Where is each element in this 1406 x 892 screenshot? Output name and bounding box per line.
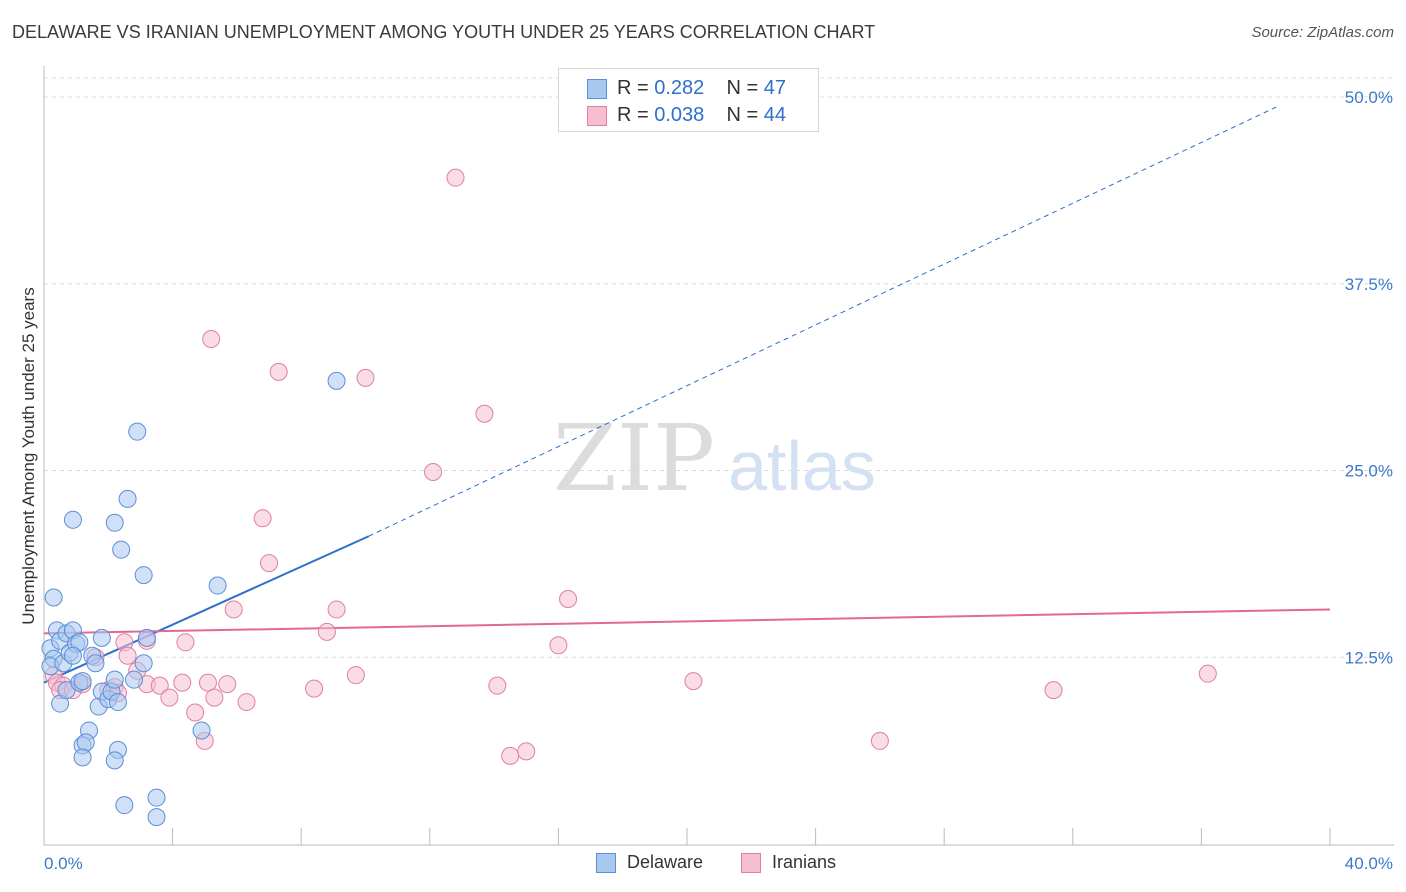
iranians-point (160, 688, 179, 707)
r-value: 0.038 (654, 104, 705, 126)
n-value: 47 (763, 77, 787, 99)
iranians-point (260, 554, 279, 573)
delaware-point (134, 654, 153, 673)
delaware-point (137, 628, 156, 647)
iranians-point (1044, 681, 1063, 700)
delaware-point (108, 693, 127, 712)
delaware-point (115, 796, 134, 815)
delaware-point (327, 371, 346, 390)
iranians-point (501, 746, 520, 765)
watermark-zip: ZIP (553, 405, 715, 512)
delaware-point (112, 540, 131, 559)
iranians-point (517, 742, 536, 761)
iranians-point (424, 462, 443, 481)
n-label: N = (726, 77, 759, 99)
iranians-point (488, 676, 507, 695)
legend-label-iranians: Iranians (772, 852, 837, 872)
iranians-point (684, 672, 703, 691)
delaware-swatch (587, 79, 607, 99)
delaware-point (208, 576, 227, 595)
y-tick-label: 50.0% (1345, 88, 1393, 107)
r-label: R = (617, 77, 649, 99)
delaware-point (105, 751, 124, 770)
iranians-point (870, 731, 889, 750)
iranians-point (205, 688, 224, 707)
iranians-point (305, 679, 324, 698)
delaware-point (128, 422, 147, 441)
iranians-point (173, 673, 192, 692)
iranians-point (202, 330, 221, 349)
series-legend: Delaware Iranians (0, 852, 1406, 878)
n-value: 44 (763, 104, 787, 126)
delaware-trend-extension (368, 105, 1279, 537)
iranians-point (176, 633, 195, 652)
iranians-swatch (741, 853, 761, 873)
iranians-point (446, 168, 465, 187)
stats-legend: R = 0.282 N = 47 R = 0.038 N = 44 (558, 68, 819, 132)
iranians-swatch (587, 106, 607, 126)
y-tick-label: 25.0% (1345, 462, 1393, 481)
iranians-point (475, 404, 494, 423)
source-label: Source: ZipAtlas.com (1251, 24, 1394, 41)
iranians-trend-line (43, 608, 1331, 635)
iranians-point (317, 622, 336, 641)
y-tick-label: 12.5% (1345, 648, 1393, 667)
r-value: 0.282 (654, 77, 705, 99)
delaware-point (73, 672, 92, 691)
delaware-point (125, 670, 144, 689)
n-label: N = (726, 104, 759, 126)
delaware-point (44, 588, 63, 607)
chart-title: DELAWARE VS IRANIAN UNEMPLOYMENT AMONG Y… (12, 22, 876, 42)
iranians-point (269, 362, 288, 381)
watermark-atlas: atlas (728, 427, 876, 505)
iranians-point (118, 646, 137, 665)
iranians-point (356, 368, 375, 387)
delaware-point (147, 788, 166, 807)
delaware-point (86, 654, 105, 673)
y-tick-label: 37.5% (1345, 275, 1393, 294)
watermark: ZIP atlas (553, 405, 876, 512)
iranians-point (218, 675, 237, 694)
delaware-swatch (596, 853, 616, 873)
iranians-point (327, 600, 346, 619)
r-label: R = (617, 104, 649, 126)
iranians-point (224, 600, 243, 619)
iranians-point (150, 676, 169, 695)
delaware-point (147, 808, 166, 827)
delaware-point (63, 646, 82, 665)
delaware-point (192, 721, 211, 740)
x-tick-label: 40.0% (1345, 854, 1393, 873)
delaware-point (118, 489, 137, 508)
delaware-point (92, 628, 111, 647)
y-axis-label: Unemployment Among Youth under 25 years (19, 287, 38, 624)
delaware-point (73, 748, 92, 767)
iranians-point (346, 666, 365, 685)
delaware-point (134, 566, 153, 585)
legend-label-delaware: Delaware (627, 852, 704, 872)
data-points (41, 168, 1217, 827)
delaware-point (105, 670, 124, 689)
trend-lines (43, 105, 1331, 684)
grid-lines (44, 77, 1394, 658)
iranians-point (1198, 664, 1217, 683)
iranians-point (559, 589, 578, 608)
iranians-point (186, 703, 205, 722)
delaware-point (76, 733, 95, 752)
delaware-point (105, 513, 124, 532)
axes (43, 66, 1394, 846)
delaware-point (63, 510, 82, 529)
iranians-point (237, 693, 256, 712)
iranians-point (549, 636, 568, 655)
x-tick-label: 0.0% (44, 854, 83, 873)
iranians-point (253, 509, 272, 528)
iranians-point (198, 673, 217, 692)
tick-labels: 12.5% 25.0% 37.5% 50.0% 0.0% 40.0% (44, 88, 1393, 873)
